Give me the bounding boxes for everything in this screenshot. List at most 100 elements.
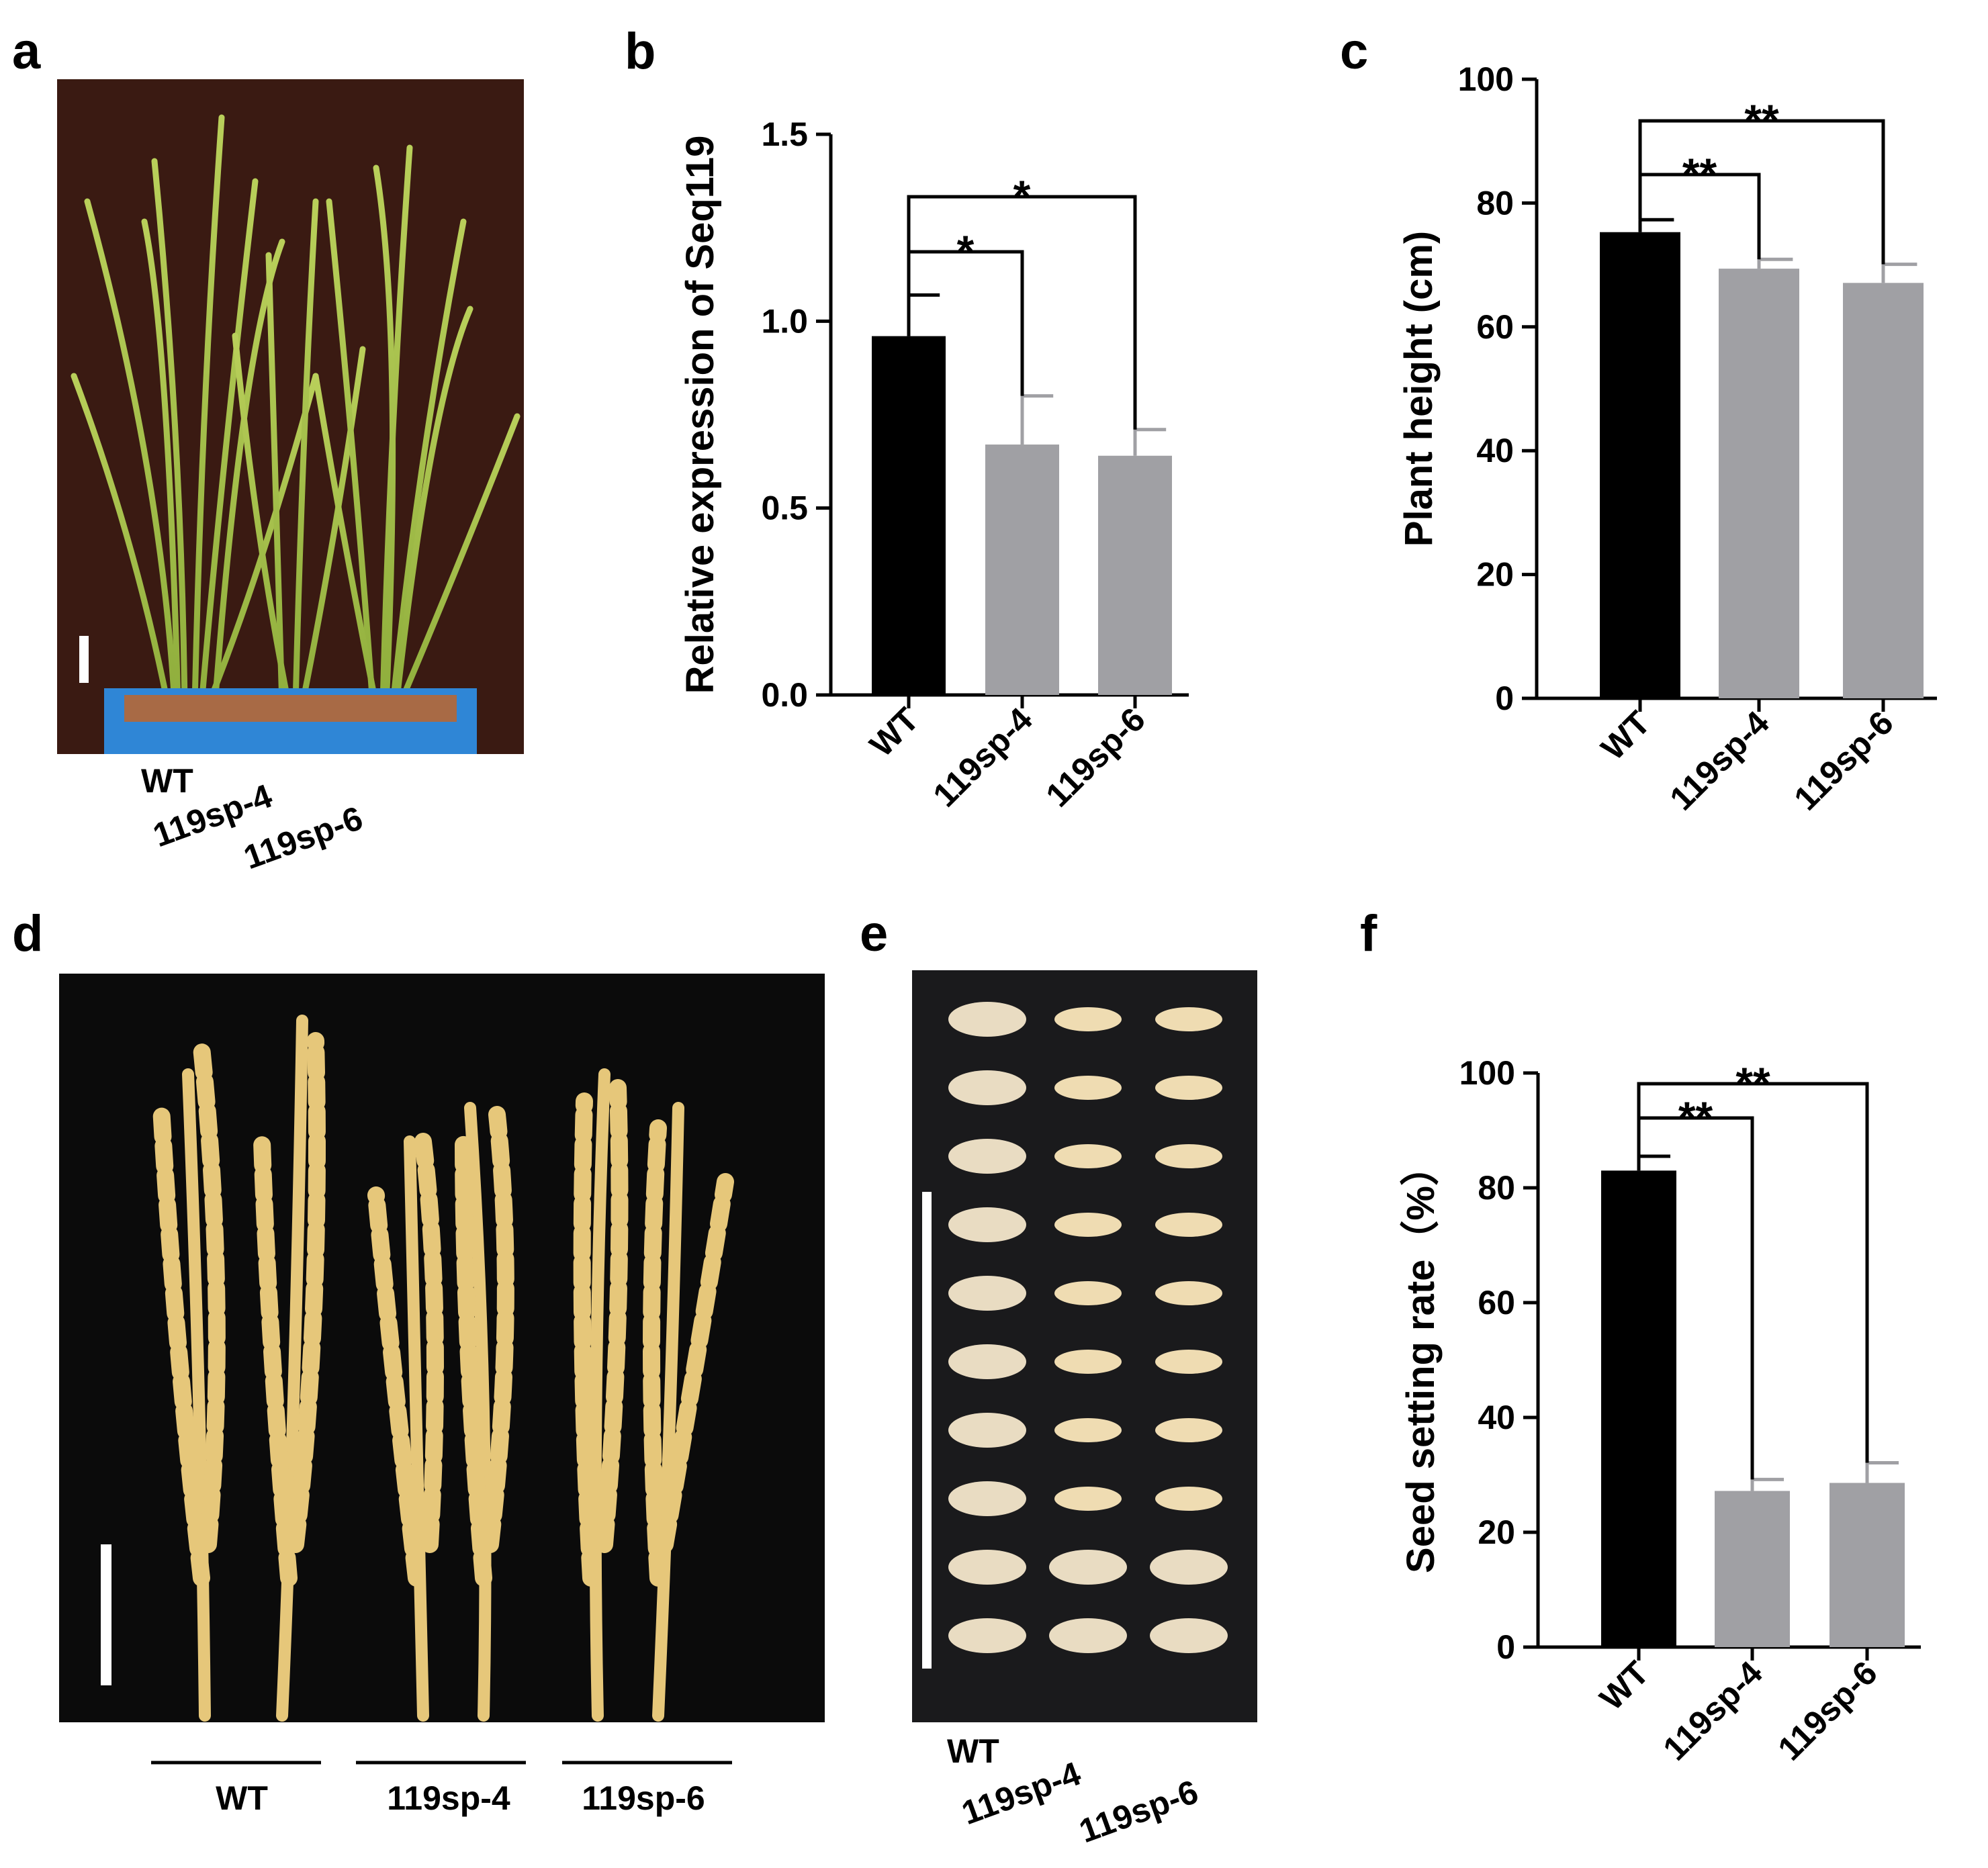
y-tick-label: 60 <box>1478 1284 1515 1321</box>
photo-d-label-wt: WT <box>216 1779 268 1817</box>
y-axis-title: Relative expression of Seq119 <box>678 136 722 694</box>
y-tick-label: 0.0 <box>761 676 808 714</box>
seed <box>948 1413 1026 1448</box>
panel-e: e WT 119sp-4 119sp-6 <box>860 905 1257 1850</box>
y-tick-label: 0.5 <box>761 489 808 527</box>
seed <box>1155 1418 1222 1442</box>
seed <box>1054 1418 1122 1442</box>
seed <box>948 1207 1026 1242</box>
seed <box>948 1344 1026 1379</box>
chart-b: 0.0 0.5 1.0 1.5 Relative expression of Seq11… <box>678 115 1189 814</box>
category-label: WT <box>1594 704 1658 767</box>
significance-label: ** <box>1735 1058 1770 1108</box>
panel-d-letter: d <box>12 905 43 962</box>
seed <box>1054 1350 1122 1374</box>
photo-e-label-wt: WT <box>947 1732 999 1770</box>
y-tick-label: 20 <box>1476 556 1514 594</box>
panel-f-letter: f <box>1360 905 1377 962</box>
significance-label: * <box>957 226 975 276</box>
y-tick-label: 60 <box>1476 308 1514 346</box>
bar-119sp-6 <box>1098 455 1172 695</box>
bar-119sp-4 <box>1715 1491 1790 1647</box>
panel-c-letter: c <box>1340 23 1368 80</box>
plant-photo-background <box>57 79 524 754</box>
seed <box>948 1276 1026 1311</box>
y-tick-label: 20 <box>1478 1513 1515 1551</box>
seed <box>948 1070 1026 1105</box>
seed <box>1155 1144 1222 1168</box>
bar-119sp-4 <box>985 445 1059 695</box>
seed <box>948 1002 1026 1037</box>
rice-plants-illustration <box>71 114 521 754</box>
category-label: 119sp-6 <box>1770 1654 1884 1767</box>
seed <box>1155 1076 1222 1100</box>
scale-bar-e <box>922 1192 932 1669</box>
photo-d-label-119sp6: 119sp-6 <box>582 1779 705 1817</box>
category-label: 119sp-4 <box>1662 704 1776 817</box>
seed <box>1054 1281 1122 1305</box>
seed <box>1054 1144 1122 1168</box>
significance-label: ** <box>1678 1092 1713 1142</box>
significance-label: * <box>1013 171 1031 221</box>
seed-grid <box>948 1002 1228 1653</box>
seed <box>948 1618 1026 1653</box>
significance-label: ** <box>1682 149 1717 199</box>
seed <box>1054 1007 1122 1031</box>
y-tick-label: 1.5 <box>761 115 808 153</box>
panel-c: c 0 20 40 60 80 100 Plant height (cm) WT 119sp-4… <box>1340 23 1937 818</box>
seed <box>1150 1618 1228 1653</box>
seed <box>1155 1487 1222 1511</box>
y-tick-label: 40 <box>1478 1399 1515 1436</box>
y-tick-label: 40 <box>1476 432 1514 469</box>
category-label: 119sp-6 <box>1038 700 1152 814</box>
category-label: WT <box>1592 1654 1656 1718</box>
seed <box>948 1139 1026 1174</box>
y-tick-label: 1.0 <box>761 302 808 340</box>
category-label: 119sp-4 <box>925 700 1039 814</box>
bar-wt <box>1600 232 1680 698</box>
y-tick-label: 100 <box>1459 1054 1515 1092</box>
category-label: 119sp-4 <box>1656 1654 1769 1767</box>
panicles-illustration <box>152 1015 734 1722</box>
bar-119sp-6 <box>1843 283 1924 698</box>
category-label: WT <box>862 700 926 764</box>
panel-d: d <box>12 905 825 1817</box>
y-tick-label: 0 <box>1496 1628 1515 1666</box>
significance-bracket <box>1638 119 1885 265</box>
chart-c: 0 20 40 60 80 100 Plant height (cm) WT 119sp-4 11… <box>1397 60 1937 818</box>
bar-wt <box>872 336 946 696</box>
seed <box>1049 1618 1127 1653</box>
seed <box>1155 1213 1222 1237</box>
y-tick-label: 0 <box>1495 680 1514 717</box>
seed <box>1150 1550 1228 1585</box>
panel-b: b 0.0 0.5 1.0 1.5 Relative expression of Seq… <box>625 23 1189 814</box>
seed <box>948 1550 1026 1585</box>
category-label: 119sp-6 <box>1787 704 1900 817</box>
photo-d-label-119sp4: 119sp-4 <box>387 1779 510 1817</box>
significance-label: ** <box>1744 95 1779 145</box>
photo-a-label-wt: WT <box>141 762 193 800</box>
seed <box>1054 1076 1122 1100</box>
scale-bar-a <box>79 636 89 683</box>
significance-bracket <box>1637 1082 1869 1463</box>
seed <box>1155 1281 1222 1305</box>
scale-bar-d <box>101 1544 111 1685</box>
bar-119sp-4 <box>1719 269 1799 699</box>
seed <box>948 1481 1026 1516</box>
seed <box>1155 1350 1222 1374</box>
seed <box>1155 1007 1222 1031</box>
seed <box>1054 1487 1122 1511</box>
photo-e-label-119sp6: 119sp-6 <box>1075 1773 1204 1850</box>
panel-a: a <box>12 23 524 876</box>
seed <box>1054 1213 1122 1237</box>
y-axis-title: Seed setting rate（%） <box>1399 1147 1443 1573</box>
y-tick-label: 100 <box>1458 60 1514 98</box>
panel-b-letter: b <box>625 23 656 80</box>
panel-a-letter: a <box>12 23 41 80</box>
y-axis-title: Plant height (cm) <box>1397 231 1441 547</box>
significance-bracket <box>907 195 1137 430</box>
bar-wt <box>1601 1170 1676 1647</box>
